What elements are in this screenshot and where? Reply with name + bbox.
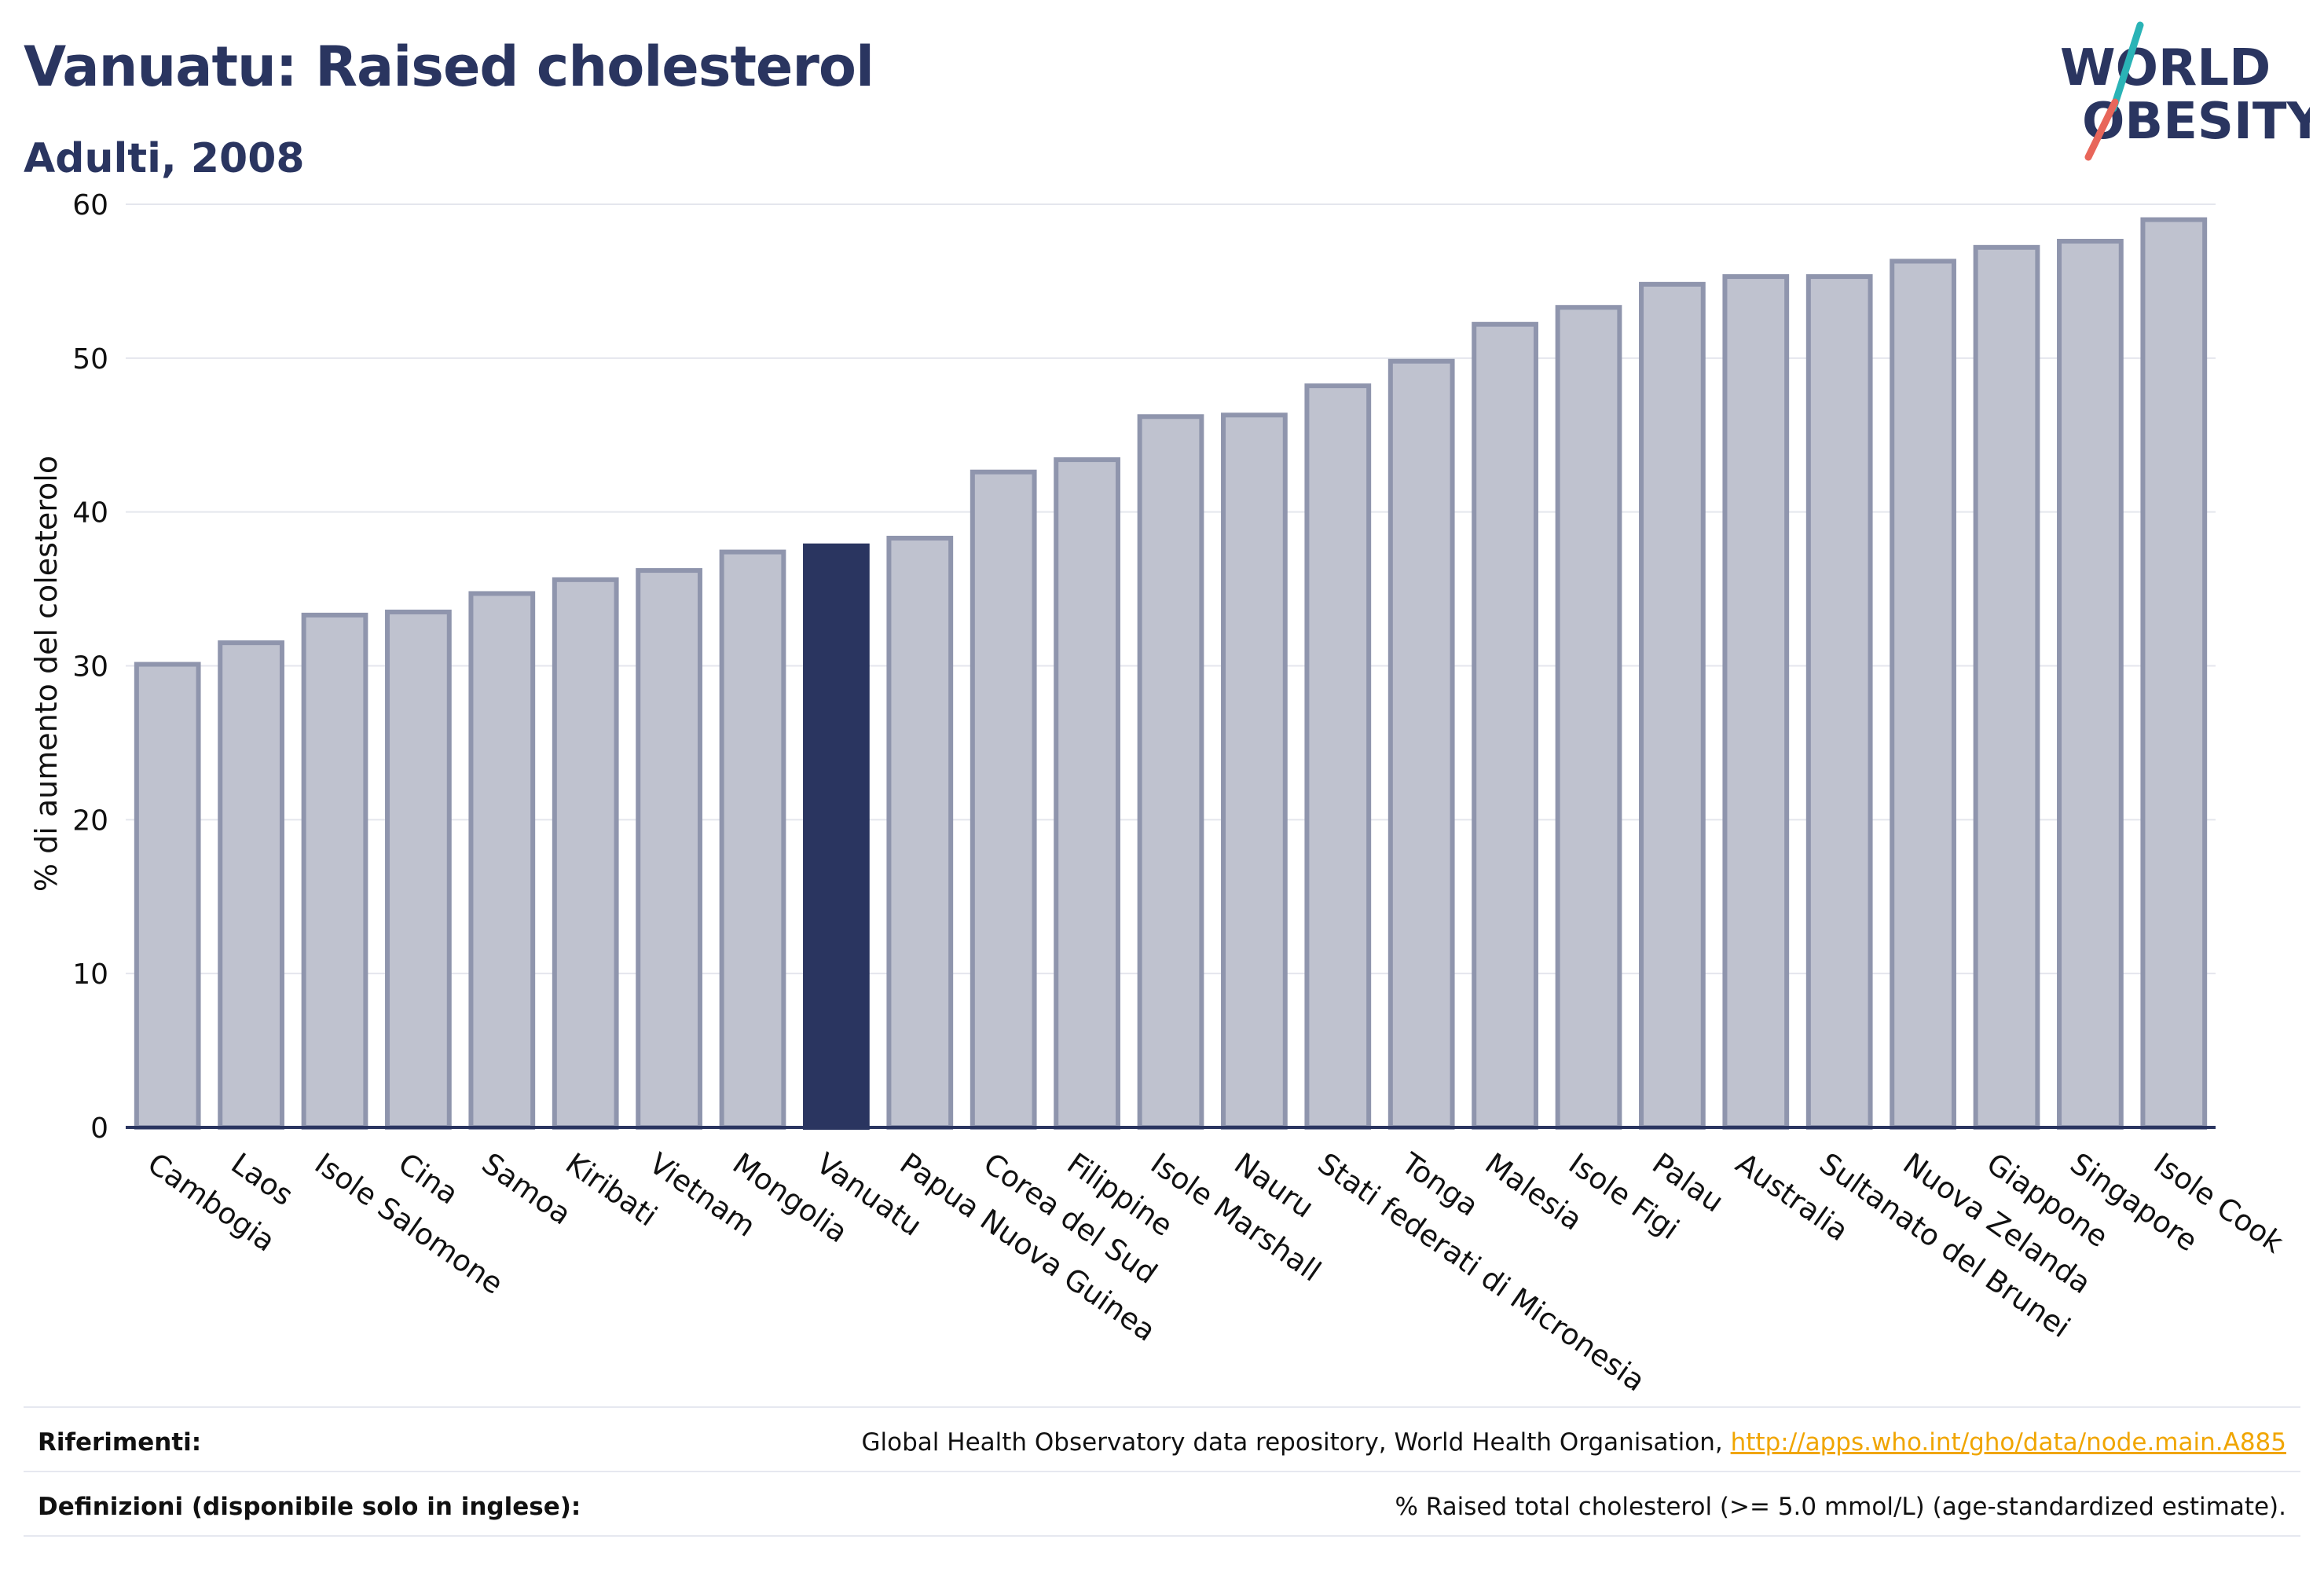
definitions-label: Definizioni (disponibile solo in inglese… — [38, 1493, 581, 1521]
bar-isole-figi — [1555, 305, 1622, 1130]
bar-palau — [1639, 281, 1706, 1130]
y-tick-label: 50 — [72, 343, 108, 376]
world-obesity-logo: WORLD OBESITY — [2060, 21, 2310, 161]
bar-stati-federati-di-micronesia — [1304, 383, 1372, 1131]
bar-malesia — [1472, 321, 1538, 1130]
y-axis-ticks: 0 10 20 30 40 50 60 — [72, 189, 108, 1145]
y-tick-label: 10 — [72, 958, 108, 991]
y-tick-label: 40 — [72, 497, 108, 530]
bar-australia — [1722, 274, 1790, 1131]
bar-filippine — [1054, 457, 1120, 1130]
y-tick-label: 60 — [72, 189, 108, 222]
bar-isole-marshall — [1137, 414, 1204, 1130]
chart-subtitle: Adulti, 2008 — [24, 135, 305, 182]
bar-nauru — [1221, 412, 1288, 1130]
bar-giappone — [1973, 244, 2040, 1130]
bar-singapore — [2057, 239, 2124, 1130]
logo-slash-coral — [2084, 98, 2119, 161]
y-tick-label: 0 — [90, 1112, 108, 1145]
references-text: Global Health Observatory data repositor… — [861, 1428, 1731, 1457]
bar-kiribati — [552, 577, 619, 1130]
references-value: Global Health Observatory data repositor… — [862, 1428, 2286, 1457]
bar-cambogia — [134, 662, 201, 1130]
bar-isole-salomone — [301, 612, 368, 1130]
bars — [134, 217, 2208, 1131]
chart-title: Vanuatu: Raised cholesterol — [24, 35, 874, 99]
bar-cina — [385, 609, 452, 1130]
logo-line-2: OBESITY — [2082, 93, 2310, 151]
y-tick-label: 20 — [72, 804, 108, 837]
bar-sultanato-del-brunei — [1805, 274, 1873, 1131]
y-axis-label: % di aumento del colesterolo — [29, 456, 64, 892]
bar-laos — [218, 640, 284, 1130]
references-link[interactable]: http://apps.who.int/gho/data/node.main.A… — [1730, 1428, 2286, 1457]
bar-vanuatu — [803, 543, 870, 1130]
bar-mongolia — [719, 549, 786, 1130]
logo-slash-teal — [2110, 21, 2144, 112]
bar-nuova-zelanda — [1890, 258, 1956, 1130]
bar-papua-nuova-guinea — [886, 535, 954, 1130]
x-tick-label: Kiribati — [559, 1146, 663, 1233]
footer-divider-middle — [24, 1471, 2300, 1472]
x-tick-label: Samoa — [476, 1146, 577, 1231]
definitions-value: % Raised total cholesterol (>= 5.0 mmol/… — [1395, 1493, 2286, 1521]
bar-samoa — [468, 591, 536, 1130]
bar-corea-del-sud — [970, 469, 1037, 1130]
logo-line-1: WORLD — [2060, 39, 2271, 97]
y-tick-label: 30 — [72, 651, 108, 684]
bar-tonga — [1387, 358, 1455, 1130]
references-label: Riferimenti: — [38, 1428, 202, 1457]
bar-isole-cook — [2140, 217, 2208, 1130]
bar-vietnam — [636, 568, 702, 1130]
footer-divider-top — [24, 1406, 2300, 1408]
footer-divider-bottom — [24, 1535, 2300, 1537]
